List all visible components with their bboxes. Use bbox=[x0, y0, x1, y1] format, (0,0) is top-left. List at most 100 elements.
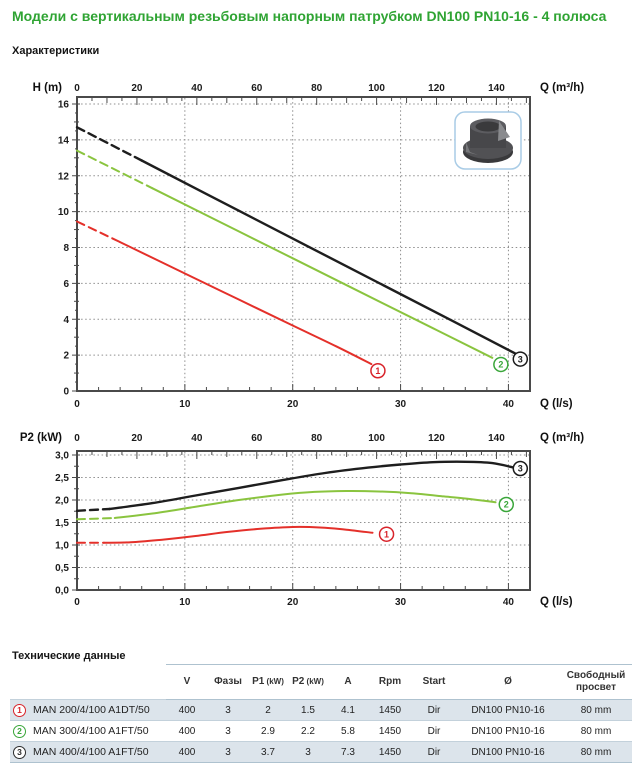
value-cell: 80 mm bbox=[580, 704, 612, 716]
series-number-badge: 1 bbox=[370, 362, 386, 379]
power-flow-chart: 0,0 0,5 1,0 1,5 2,0 2,5 3,0 0 10 20 30 40 0 20 40 60 80 1… bbox=[20, 432, 584, 608]
table-header-row: V Фазы P1 (kW) P2 (kW) A Rpm Start Ø Свободный п… bbox=[10, 664, 632, 700]
page-title: Модели с вертикальным резьбовым напорным… bbox=[12, 8, 607, 24]
axes bbox=[72, 96, 531, 392]
value-cell: 2.2 bbox=[301, 725, 315, 737]
axis-tick-label: 14 bbox=[58, 135, 70, 146]
value-cell: 1.5 bbox=[301, 704, 315, 716]
value-cell: Dir bbox=[427, 704, 441, 716]
svg-text:1: 1 bbox=[384, 529, 389, 539]
axis-tick-label: 1,0 bbox=[55, 541, 69, 552]
axis-tick-label: 0 bbox=[74, 83, 80, 94]
svg-text:2: 2 bbox=[498, 360, 503, 370]
axis-tick-label: 100 bbox=[368, 433, 385, 444]
table-body: 1 MAN 200/4/100 A1DT/50 400 3 2 1.5 4.1 1450 Dir… bbox=[10, 699, 632, 763]
gridlines bbox=[77, 452, 530, 589]
axis-tick-label: 40 bbox=[503, 597, 515, 608]
column-header: Start bbox=[412, 664, 456, 700]
value-cell: DN100 PN10-16 bbox=[471, 704, 545, 716]
value-cell: 2 bbox=[265, 704, 271, 716]
value-cell: Dir bbox=[427, 725, 441, 737]
series-number-badge: 3 bbox=[13, 745, 26, 759]
series-number-badge: 3 bbox=[512, 460, 529, 477]
series-number-badge: 1 bbox=[378, 526, 395, 542]
model-name: MAN 400/4/100 A1FT/50 bbox=[33, 746, 149, 758]
axis-tick-label: 1,5 bbox=[55, 518, 69, 529]
axis-tick-label: 0,5 bbox=[55, 563, 69, 574]
table-row: 1 MAN 200/4/100 A1DT/50 400 3 2 1.5 4.1 1450 Dir… bbox=[10, 699, 632, 721]
series-number-badge: 2 bbox=[13, 724, 26, 738]
column-header: Фазы bbox=[208, 664, 248, 700]
axis-tick-label: 80 bbox=[311, 433, 323, 444]
bottom-x-axis-title: Q (l/s) bbox=[540, 398, 573, 410]
column-header: P2 (kW) bbox=[288, 664, 328, 700]
axis-tick-label: 0 bbox=[74, 399, 80, 410]
axis-tick-label: 8 bbox=[63, 243, 69, 254]
axis-tick-label: 16 bbox=[58, 100, 70, 111]
value-cell: Dir bbox=[427, 746, 441, 758]
axis-tick-label: 0,0 bbox=[55, 586, 69, 597]
value-cell: 3 bbox=[305, 746, 311, 758]
axis-tick-label: 140 bbox=[488, 83, 505, 94]
impeller-photo bbox=[454, 111, 522, 170]
axis-tick-label: 120 bbox=[428, 83, 445, 94]
axis-tick-label: 80 bbox=[311, 83, 323, 94]
value-cell: 5.8 bbox=[341, 725, 355, 737]
value-cell: 3.7 bbox=[261, 746, 275, 758]
axis-tick-label: 140 bbox=[488, 433, 505, 444]
series-number-badge: 2 bbox=[493, 356, 509, 373]
curve-series-3 bbox=[75, 126, 517, 355]
axis-tick-label: 30 bbox=[395, 399, 407, 410]
axis-tick-label: 3,0 bbox=[55, 451, 69, 462]
value-cell: DN100 PN10-16 bbox=[471, 746, 545, 758]
column-header: A bbox=[328, 664, 368, 700]
series-number-badge: 2 bbox=[498, 496, 515, 513]
axis-tick-label: 10 bbox=[179, 597, 191, 608]
axis-tick-label: 20 bbox=[131, 83, 143, 94]
axis-tick-label: 60 bbox=[251, 83, 263, 94]
top-x-axis-title: Q (m³/h) bbox=[540, 432, 584, 444]
series-number-badge: 1 bbox=[13, 703, 26, 717]
column-header: Ø bbox=[456, 664, 560, 700]
model-cell: 3 MAN 400/4/100 A1FT/50 bbox=[10, 742, 166, 763]
column-header: V bbox=[166, 664, 208, 700]
model-column-header bbox=[10, 665, 166, 700]
value-cell: 1450 bbox=[378, 725, 402, 737]
curve-series-1 bbox=[76, 220, 373, 366]
value-cell: 400 bbox=[178, 725, 196, 737]
svg-text:3: 3 bbox=[518, 354, 523, 364]
axis-tick-label: 120 bbox=[428, 433, 445, 444]
column-header: Rpm bbox=[368, 664, 412, 700]
curve-series-2 bbox=[76, 149, 494, 359]
table-row: 2 MAN 300/4/100 A1FT/50 400 3 2.9 2.2 5.8 1450 D… bbox=[10, 721, 632, 742]
svg-text:3: 3 bbox=[518, 464, 523, 474]
value-cell: 80 mm bbox=[580, 746, 612, 758]
value-cell: 1450 bbox=[378, 704, 402, 716]
axis-tick-label: 2,0 bbox=[55, 496, 69, 507]
axis-tick-label: 12 bbox=[58, 171, 70, 182]
value-cell: 3 bbox=[225, 704, 231, 716]
characteristics-heading: Характеристики bbox=[12, 45, 100, 57]
svg-text:1: 1 bbox=[375, 366, 380, 376]
axes bbox=[72, 450, 531, 591]
curve-series-1 bbox=[76, 525, 374, 544]
axis-tick-label: 20 bbox=[287, 399, 299, 410]
series-number-badge: 3 bbox=[512, 351, 529, 367]
model-cell: 1 MAN 200/4/100 A1DT/50 bbox=[10, 700, 166, 721]
value-cell: 80 mm bbox=[580, 725, 612, 737]
axis-tick-label: 10 bbox=[179, 399, 191, 410]
table-head: V Фазы P1 (kW) P2 (kW) A Rpm Start Ø Свободный п… bbox=[10, 664, 632, 700]
axis-tick-label: 60 bbox=[251, 433, 263, 444]
axis-tick-label: 20 bbox=[287, 597, 299, 608]
axis-tick-label: 10 bbox=[58, 207, 70, 218]
model-name: MAN 200/4/100 A1DT/50 bbox=[33, 704, 150, 716]
value-cell: 3 bbox=[225, 725, 231, 737]
y-axis-title: P2 (kW) bbox=[20, 432, 62, 444]
axis-tick-label: 2 bbox=[63, 351, 69, 362]
model-name: MAN 300/4/100 A1FT/50 bbox=[33, 725, 149, 737]
value-cell: 400 bbox=[178, 704, 196, 716]
technical-data-heading: Технические данные bbox=[12, 650, 126, 662]
